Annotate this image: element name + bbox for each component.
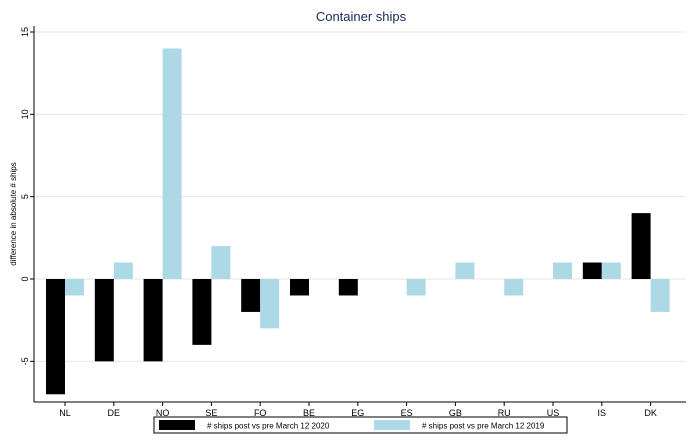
- x-tick-label: EG: [351, 408, 364, 418]
- y-axis-label: difference in absolute # ships: [9, 162, 18, 265]
- x-tick-label: FO: [254, 408, 267, 418]
- axes: 15 10 5 0 -5 NL DE NO SE FO BE EG ES GB RU US IS DK: [20, 26, 686, 418]
- bar-dk-series1: [631, 213, 651, 279]
- x-tick-label: SE: [205, 408, 217, 418]
- bar-no-series1: [143, 279, 163, 362]
- legend-label-series1: # ships post vs pre March 12 2020: [207, 422, 330, 431]
- x-tick-label: DK: [644, 408, 657, 418]
- legend-box: [153, 416, 568, 434]
- legend-swatch-series1: [159, 420, 195, 430]
- bars: [46, 48, 670, 395]
- x-tick-label: RU: [498, 408, 511, 418]
- bar-fo-series2: [260, 279, 280, 329]
- legend-label-series2: # ships post vs pre March 12 2019: [422, 422, 545, 431]
- bar-be-series1: [290, 279, 309, 296]
- bar-es-series2: [406, 279, 426, 296]
- bar-eg-series1: [338, 279, 358, 296]
- y-tick-label: -5: [20, 357, 30, 365]
- bar-se-series1: [192, 279, 212, 345]
- x-tick-label: US: [547, 408, 560, 418]
- bar-se-series2: [211, 246, 231, 279]
- legend: # ships post vs pre March 12 2020 # ships…: [153, 416, 568, 434]
- chart-title: Container ships: [316, 9, 407, 24]
- bar-gb-series2: [455, 262, 475, 279]
- bar-nl-series2: [65, 279, 84, 296]
- bar-ru-series2: [504, 279, 524, 296]
- x-tick-label: NL: [59, 408, 71, 418]
- x-tick-label: IS: [598, 408, 607, 418]
- x-tick-label: GB: [449, 408, 462, 418]
- x-tick-label: NO: [156, 408, 170, 418]
- y-tick-label: 10: [20, 109, 30, 119]
- y-tick-label: 0: [20, 276, 30, 281]
- bar-fo-series1: [241, 279, 261, 312]
- x-tick-label: DE: [108, 408, 121, 418]
- x-tick-label: ES: [401, 408, 413, 418]
- bar-us-series2: [553, 262, 572, 279]
- y-tick-label: 15: [20, 27, 30, 37]
- gridlines: [34, 31, 686, 362]
- bar-de-series2: [113, 262, 133, 279]
- bar-no-series2: [162, 48, 182, 279]
- legend-swatch-series2: [374, 420, 410, 430]
- y-tick-label: 5: [20, 194, 30, 199]
- bar-nl-series1: [46, 279, 65, 395]
- bar-dk-series2: [650, 279, 670, 312]
- bar-de-series1: [94, 279, 114, 362]
- bar-is-series1: [582, 262, 602, 279]
- x-tick-label: BE: [303, 408, 315, 418]
- bar-is-series2: [601, 262, 621, 279]
